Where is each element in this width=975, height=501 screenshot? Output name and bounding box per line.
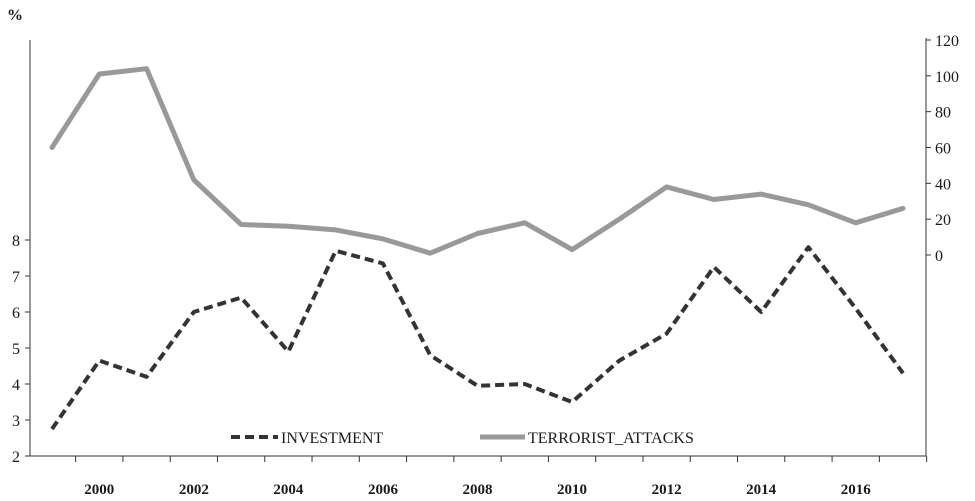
x-tick-label: 2014 [746, 482, 777, 498]
left-tick-label: 2 [12, 449, 20, 466]
right-tick-label: 40 [935, 176, 951, 193]
right-tick-label: 20 [935, 212, 951, 229]
x-tick-label: 2000 [84, 482, 114, 498]
x-tick-label: 2012 [652, 482, 682, 498]
x-tick-label: 2016 [841, 482, 872, 498]
legend: INVESTMENT TERRORIST_ATTACKS [231, 430, 694, 447]
left-tick-label: 8 [12, 233, 20, 250]
left-tick-label: 5 [12, 341, 20, 358]
left-tick-label: 3 [12, 413, 20, 430]
right-tick-label: 80 [935, 105, 951, 122]
x-tick-label: 2002 [179, 482, 209, 498]
right-tick-label: 60 [935, 141, 951, 158]
series-line-investment [50, 245, 905, 431]
legend-label: INVESTMENT [281, 430, 383, 447]
right-tick-label: 100 [935, 69, 959, 86]
left-tick-label: 4 [12, 377, 20, 394]
x-tick-label: 2004 [273, 482, 304, 498]
left-tick-label: 6 [12, 305, 20, 322]
series-line-terrorist-attacks [49, 66, 906, 256]
x-tick-label: 2008 [463, 482, 493, 498]
left-tick-label: 7 [12, 269, 20, 286]
legend-label: TERRORIST_ATTACKS [528, 430, 694, 447]
right-tick-label: 0 [935, 248, 943, 265]
x-tick-label: 2006 [368, 482, 399, 498]
x-tick-label: 2010 [557, 482, 587, 498]
series-lines [49, 66, 906, 431]
y-unit-label: % [7, 7, 23, 24]
right-tick-label: 120 [935, 33, 959, 50]
